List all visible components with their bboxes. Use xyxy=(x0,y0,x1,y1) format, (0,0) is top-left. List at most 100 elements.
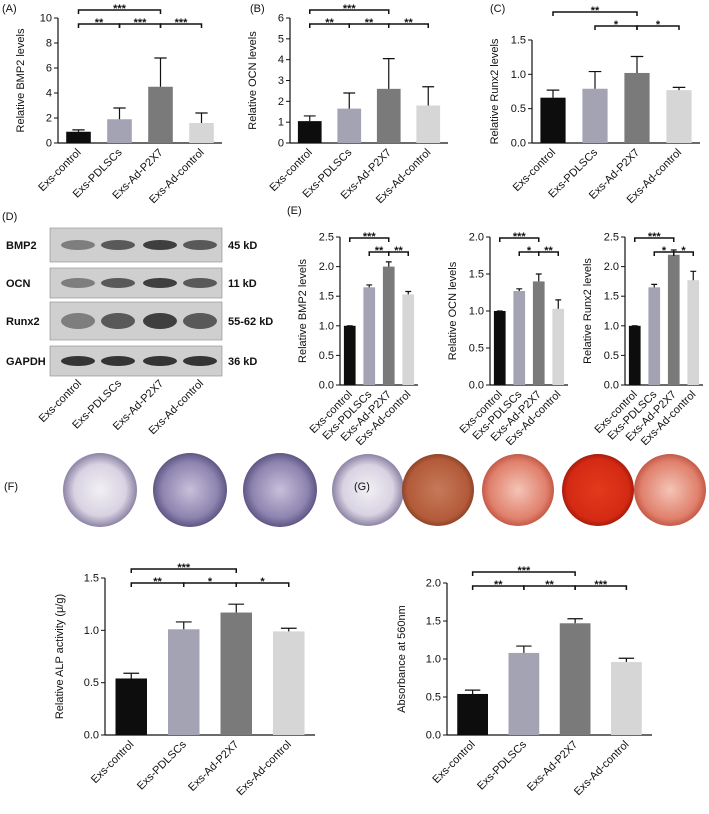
bar xyxy=(628,325,641,385)
significance-label: *** xyxy=(177,562,191,574)
blot-band xyxy=(61,313,95,329)
y-axis-label: Relative BMP2 levels xyxy=(15,28,27,132)
significance-label: *** xyxy=(134,17,148,29)
bar-chart: (C)Relative Runx2 levels 0.00.51.01.5Exs-… xyxy=(489,3,700,206)
y-tick-label: 0.5 xyxy=(604,350,619,362)
y-tick-label: 0.5 xyxy=(469,343,484,355)
significance-label: *** xyxy=(113,3,127,15)
band-name: Runx2 xyxy=(6,316,40,328)
error-bar xyxy=(567,618,583,624)
significance-label: * xyxy=(656,19,661,31)
y-tick-label: 2.0 xyxy=(469,232,484,244)
well-image xyxy=(63,453,137,527)
significance-label: ** xyxy=(95,17,104,29)
band-name: GAPDH xyxy=(6,356,46,368)
significance-label: ** xyxy=(545,579,554,591)
significance-bracket xyxy=(388,23,429,28)
bar xyxy=(343,325,356,385)
error-bar xyxy=(343,92,356,109)
bar xyxy=(363,287,376,385)
bar xyxy=(416,105,441,143)
y-axis-label: Relative BMP2 levels xyxy=(297,259,309,363)
bar xyxy=(376,88,401,143)
error-bar xyxy=(113,107,126,120)
significance-bracket xyxy=(673,251,694,256)
bar xyxy=(666,90,692,143)
bar-chart: (B)Relative OCN levels0123456Exs-control… xyxy=(247,3,448,206)
significance-bracket xyxy=(388,251,409,256)
error-bar xyxy=(228,603,245,613)
y-tick-label: 2 xyxy=(278,96,284,108)
blot-band xyxy=(143,313,177,329)
bar xyxy=(540,97,566,143)
x-tick-label: Exs-control xyxy=(89,739,136,786)
blot-band xyxy=(183,278,217,288)
y-tick-label: 1.5 xyxy=(84,573,99,585)
significance-label: ** xyxy=(544,245,553,257)
error-bar xyxy=(175,621,192,630)
error-bar xyxy=(630,55,644,73)
bar xyxy=(402,294,415,385)
band-size: 36 kD xyxy=(228,356,257,368)
y-tick-label: 1.5 xyxy=(426,616,441,628)
error-bar xyxy=(195,112,208,123)
bar xyxy=(189,123,214,143)
blot-band xyxy=(183,313,217,329)
bar xyxy=(148,86,173,143)
bar xyxy=(648,287,661,385)
significance-bracket xyxy=(77,9,162,14)
well-image xyxy=(634,454,706,526)
well-image xyxy=(482,454,554,526)
bar xyxy=(382,266,395,385)
y-tick-label: 10 xyxy=(40,13,52,25)
significance-bracket xyxy=(636,25,680,30)
blot-band xyxy=(61,356,95,366)
error-bar xyxy=(588,70,602,89)
error-bar xyxy=(464,689,481,694)
x-tick-label: Exs-PDLSCs xyxy=(475,738,529,792)
bar xyxy=(508,652,540,735)
significance-label: *** xyxy=(517,565,531,577)
y-tick-label: 2.0 xyxy=(426,578,441,590)
error-bar xyxy=(385,261,392,267)
significance-label: ** xyxy=(153,576,162,588)
y-tick-label: 1 xyxy=(278,117,284,129)
alp-wells xyxy=(63,453,404,527)
x-tick-label: Exs-Ad-P2X7 xyxy=(525,739,580,794)
bar xyxy=(513,291,526,385)
error-bar xyxy=(672,86,686,91)
well-image xyxy=(562,454,634,526)
y-tick-label: 1.0 xyxy=(469,306,484,318)
y-tick-label: 0.0 xyxy=(469,380,484,392)
y-axis-label: Relative ALP activity (μ/g) xyxy=(54,594,66,719)
x-tick-label: Exs-PDLSCs xyxy=(135,738,189,792)
y-tick-label: 0 xyxy=(46,138,52,150)
panel-label: (E) xyxy=(287,205,302,217)
significance-bracket xyxy=(471,571,576,576)
y-tick-label: 0.0 xyxy=(426,730,441,742)
error-bar xyxy=(516,288,523,292)
significance-label: ** xyxy=(375,245,384,257)
y-tick-label: 0.5 xyxy=(319,350,334,362)
ars-wells xyxy=(402,454,706,526)
well-image xyxy=(332,454,404,526)
significance-bracket xyxy=(538,251,559,256)
bar xyxy=(582,88,608,143)
y-tick-label: 0.5 xyxy=(84,677,99,689)
blot-band xyxy=(61,240,95,250)
significance-label: * xyxy=(614,19,619,31)
significance-label: ** xyxy=(591,5,600,17)
bar xyxy=(107,119,132,143)
bar xyxy=(687,280,700,385)
bar-chart: Relative Runx2 levels0.00.51.01.52.02.5E… xyxy=(582,231,703,448)
y-tick-label: 1.5 xyxy=(604,291,619,303)
significance-label: *** xyxy=(175,17,189,29)
x-tick-label: Exs-Ad-control xyxy=(572,739,631,798)
significance-bracket xyxy=(552,11,638,16)
band-name: OCN xyxy=(6,278,31,290)
significance-label: *** xyxy=(513,231,527,243)
bar xyxy=(532,281,545,385)
y-axis-label: Absorbance at 560nm xyxy=(396,605,408,713)
bar xyxy=(611,662,642,735)
y-tick-label: 0 xyxy=(278,138,284,150)
